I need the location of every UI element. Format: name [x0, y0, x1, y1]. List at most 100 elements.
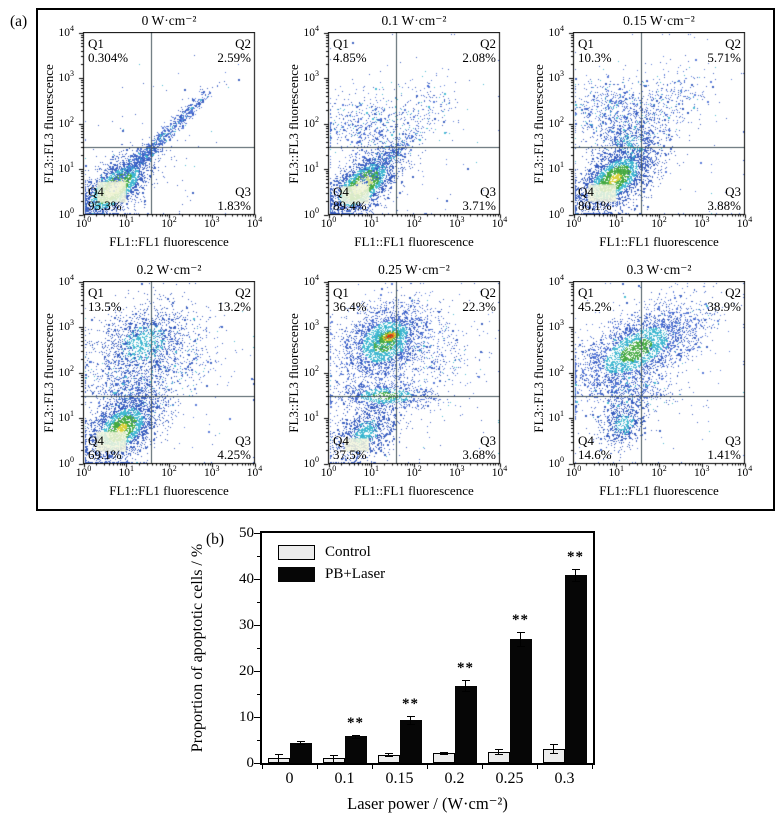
y-tick-label: 102 — [303, 114, 320, 130]
significance-marker: ** — [457, 660, 474, 677]
error-bar-cap — [384, 756, 393, 758]
y-tick-label: 103 — [58, 69, 75, 84]
y-tick-label: 101 — [548, 160, 565, 175]
error-bar — [300, 741, 301, 745]
y-tick-label: 100 — [548, 454, 565, 470]
x-axis-label: FL1::FL1 fluorescence — [109, 234, 229, 249]
error-bar — [333, 754, 334, 763]
y-tick-label: 103 — [548, 318, 565, 333]
x-tick-label: 0.15 — [385, 770, 414, 787]
y-tick-label: 10 — [239, 708, 254, 725]
scatter-density-canvas — [321, 281, 502, 472]
quadrant-label-q2: Q2 13.2% — [217, 285, 251, 314]
y-axis-tick — [254, 578, 260, 580]
error-bar-cap — [494, 749, 503, 751]
x-axis-tick — [371, 765, 373, 769]
y-tick-label: 103 — [303, 69, 320, 84]
quadrant-label-q2: Q2 22.3% — [462, 285, 496, 314]
y-axis-tick — [257, 693, 260, 695]
y-tick-label: 104 — [548, 23, 565, 39]
x-tick-label: 102 — [406, 464, 422, 479]
error-bar-cap — [516, 646, 525, 648]
legend-label: Control — [325, 543, 371, 560]
error-bar-cap — [549, 744, 558, 746]
x-axis-tick — [481, 765, 483, 769]
scatter-density-canvas — [566, 32, 747, 223]
quadrant-label-q3: Q3 3.71% — [462, 184, 496, 213]
panel-b-bar-chart: (b) Proportion of apoptotic cells / % Co… — [0, 515, 784, 817]
x-axis-label: FL1::FL1 fluorescence — [599, 483, 719, 498]
x-tick-label: 103 — [694, 464, 710, 479]
x-tick-label: 104 — [246, 464, 263, 479]
x-axis-tick — [536, 765, 538, 769]
y-tick-label: 101 — [303, 409, 320, 424]
panel-b-label: (b) — [206, 531, 225, 548]
scatter-density-canvas — [566, 281, 747, 472]
y-tick-label: 100 — [303, 454, 320, 470]
y-tick-label: 101 — [548, 409, 565, 424]
subplot-title: 0.15 W·cm⁻² — [623, 13, 695, 28]
x-tick-label: 0.2 — [444, 770, 465, 787]
quadrant-label-q1: Q1 10.3% — [578, 36, 612, 65]
error-bar-cap — [494, 753, 503, 755]
error-bar-cap — [351, 737, 360, 739]
legend-item: PB+Laser — [278, 563, 385, 585]
quadrant-label-q4: Q4 95.3% — [88, 184, 122, 213]
x-tick-label: 100 — [320, 464, 337, 479]
y-tick-label: 102 — [58, 363, 75, 379]
legend-swatch-control — [278, 544, 315, 560]
subplot-title: 0.25 W·cm⁻² — [378, 262, 450, 277]
quadrant-label-q1: Q1 13.5% — [88, 285, 122, 314]
y-axis-tick — [254, 762, 260, 764]
error-bar — [443, 751, 444, 755]
error-bar-cap — [439, 754, 448, 756]
error-bar — [388, 753, 389, 757]
x-tick-label: 0.25 — [495, 770, 524, 787]
y-tick-label: 102 — [58, 114, 75, 130]
y-axis-tick — [254, 624, 260, 626]
x-tick-label: 101 — [363, 464, 380, 479]
error-bar — [520, 632, 521, 647]
flow-cytometry-subplot: 0.25 W·cm⁻² FL3::FL3 fluorescence FL1::F… — [283, 259, 528, 508]
y-tick-label: 104 — [58, 23, 75, 39]
x-axis-label: FL1::FL1 fluorescence — [599, 234, 719, 249]
error-bar-cap — [549, 753, 558, 755]
x-tick-label: 104 — [246, 215, 263, 230]
y-tick-label: 103 — [303, 318, 320, 333]
flow-cytometry-subplot: 0 W·cm⁻² FL3::FL3 fluorescence FL1::FL1 … — [38, 10, 283, 259]
quadrant-label-q3: Q3 1.41% — [707, 433, 741, 462]
error-bar — [553, 744, 554, 754]
x-tick-label: 0.1 — [334, 770, 355, 787]
y-tick-label: 100 — [303, 205, 320, 221]
y-axis-tick — [254, 532, 260, 534]
quadrant-label-q3: Q3 3.88% — [707, 184, 741, 213]
significance-marker: ** — [512, 612, 529, 629]
y-tick-label: 30 — [239, 616, 254, 633]
y-tick-label: 100 — [548, 205, 565, 221]
y-axis-tick — [257, 647, 260, 649]
bar-x-axis-label: Laser power / (W·cm⁻²) — [347, 794, 508, 813]
error-bar-cap — [329, 754, 338, 756]
x-tick-label: 100 — [565, 215, 582, 230]
y-tick-label: 100 — [58, 454, 75, 470]
bar-pb-laser — [564, 575, 587, 763]
significance-marker: ** — [347, 714, 364, 731]
x-tick-label: 102 — [161, 215, 177, 230]
x-tick-label: 100 — [320, 215, 337, 230]
error-bar-cap — [516, 632, 525, 634]
panel-a-label: (a) — [10, 13, 28, 30]
subplot-title: 0.3 W·cm⁻² — [626, 262, 692, 277]
bar-pb-laser — [399, 720, 422, 763]
x-tick-label: 101 — [118, 464, 135, 479]
x-tick-label: 103 — [694, 215, 710, 230]
y-axis-tick — [254, 670, 260, 672]
y-tick-label: 100 — [58, 205, 75, 221]
quadrant-label-q2: Q2 2.59% — [217, 36, 251, 65]
significance-marker: ** — [402, 696, 419, 713]
error-bar-cap — [406, 724, 415, 726]
error-bar-cap — [274, 762, 283, 764]
x-tick-label: 104 — [491, 215, 508, 230]
x-tick-label: 104 — [736, 464, 753, 479]
quadrant-label-q1: Q1 36.4% — [333, 285, 367, 314]
x-tick-label: 101 — [118, 215, 135, 230]
